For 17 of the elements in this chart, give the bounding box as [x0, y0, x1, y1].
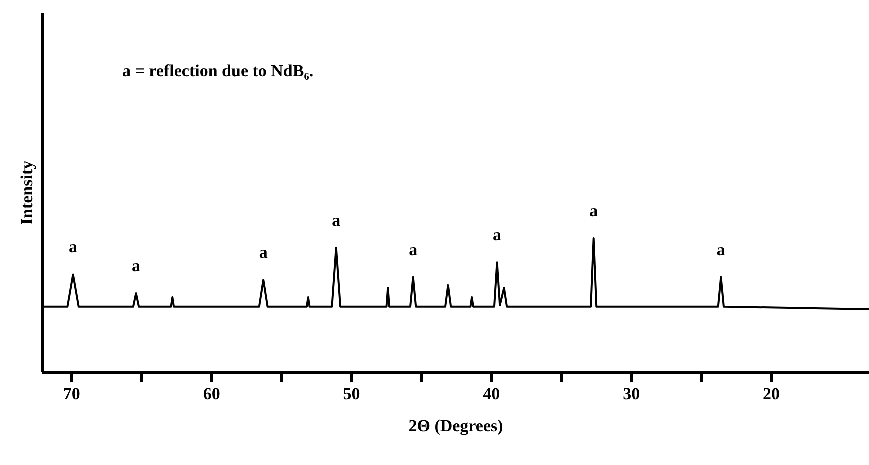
annotation: a — [259, 243, 268, 262]
annotation: a — [332, 210, 342, 230]
x-tick-label: 20 — [763, 384, 780, 404]
text: a = reflection due to NdB₆. — [122, 62, 314, 80]
x-tick-label: 40 — [483, 384, 500, 404]
annotation: a — [69, 238, 78, 257]
x-tick-label: 50 — [343, 384, 360, 404]
x-tick-label: 60 — [203, 384, 220, 404]
y-axis-title: Intensity — [18, 160, 36, 226]
annotation: a — [716, 240, 726, 260]
annotation: a — [493, 226, 502, 245]
annotation: a — [132, 256, 142, 276]
x-tick-label: 30 — [623, 384, 640, 404]
annotation: a — [590, 202, 599, 221]
annotation: a — [409, 240, 418, 260]
x-tick-label: 70 — [63, 384, 80, 404]
x-axis-title: 2Θ (Degrees) — [408, 416, 504, 436]
